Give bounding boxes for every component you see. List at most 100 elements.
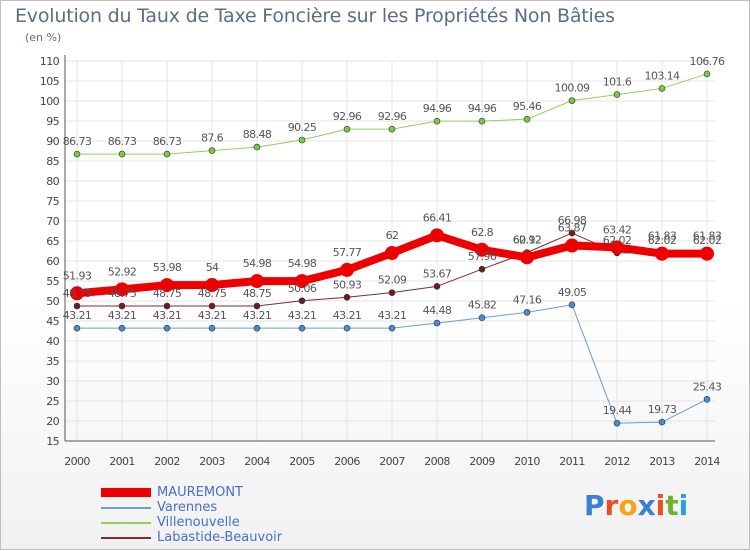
data-label-villenouvelle: 87.6	[201, 132, 224, 145]
data-point-mauremont	[520, 250, 534, 265]
data-point-labastide-beauvoir	[298, 297, 306, 305]
y-tick-label: 80	[46, 175, 59, 188]
data-label-mauremont: 63.42	[603, 223, 632, 236]
y-tick-label: 60	[46, 255, 59, 268]
data-label-mauremont: 54.98	[288, 257, 317, 270]
data-point-labastide-beauvoir	[478, 265, 486, 273]
data-label-villenouvelle: 106.76	[690, 55, 725, 68]
y-tick-label: 70	[46, 215, 59, 228]
data-point-varennes	[478, 314, 486, 322]
data-label-mauremont: 51.93	[63, 269, 92, 282]
data-point-mauremont	[115, 282, 129, 297]
data-label-villenouvelle: 92.96	[333, 110, 362, 123]
legend-label-labastide-beauvoir: Labastide-Beauvoir	[157, 530, 283, 545]
data-point-villenouvelle	[433, 117, 441, 125]
y-tick-label: 55	[46, 275, 59, 288]
data-label-villenouvelle: 103.14	[645, 69, 680, 82]
data-label-varennes: 25.43	[693, 380, 722, 393]
data-label-villenouvelle: 88.48	[243, 128, 272, 141]
logo-letter: x	[637, 489, 656, 522]
x-tick-label: 2011	[559, 455, 585, 468]
data-label-villenouvelle: 94.96	[423, 102, 452, 115]
data-label-labastide-beauvoir: 50.93	[333, 278, 362, 291]
y-tick-label: 75	[46, 195, 59, 208]
data-label-villenouvelle: 86.73	[63, 135, 92, 148]
logo-letter: t	[665, 489, 679, 522]
data-point-villenouvelle	[118, 150, 126, 158]
data-label-varennes: 43.21	[108, 309, 137, 322]
y-tick-label: 25	[46, 395, 59, 408]
data-point-villenouvelle	[703, 70, 711, 78]
data-label-mauremont: 61.83	[648, 230, 677, 243]
data-label-mauremont: 66.41	[423, 211, 452, 224]
x-tick-label: 2002	[154, 455, 180, 468]
x-tick-label: 2001	[109, 455, 135, 468]
y-tick-label: 105	[40, 75, 60, 88]
data-point-varennes	[703, 395, 711, 403]
data-point-labastide-beauvoir	[208, 302, 216, 310]
data-point-mauremont	[340, 262, 354, 277]
data-label-mauremont: 60.92	[513, 233, 542, 246]
data-label-labastide-beauvoir: 48.75	[243, 287, 272, 300]
data-label-mauremont: 62.8	[471, 226, 494, 239]
legend-swatch-varennes	[101, 507, 151, 509]
data-point-mauremont	[475, 242, 489, 257]
data-label-varennes: 43.21	[198, 309, 227, 322]
legend-swatch-villenouvelle	[101, 522, 151, 524]
data-label-varennes: 47.16	[513, 293, 542, 306]
data-point-mauremont	[700, 246, 714, 261]
legend-swatch-mauremont	[101, 488, 151, 497]
logo-letter: i	[655, 489, 666, 522]
y-tick-label: 65	[46, 235, 59, 248]
logo-letter: P	[584, 489, 605, 522]
legend-label-varennes: Varennes	[157, 500, 218, 515]
x-tick-label: 2007	[379, 455, 405, 468]
data-label-labastide-beauvoir: 48.75	[108, 287, 137, 300]
data-label-villenouvelle: 92.96	[378, 110, 407, 123]
logo-letter: o	[618, 489, 638, 522]
data-point-labastide-beauvoir	[343, 293, 351, 301]
chart-title: Evolution du Taux de Taxe Foncière sur l…	[15, 5, 615, 27]
data-label-mauremont: 57.77	[333, 246, 362, 259]
data-point-labastide-beauvoir	[163, 302, 171, 310]
x-tick-label: 2005	[289, 455, 315, 468]
y-tick-label: 45	[46, 315, 59, 328]
data-point-villenouvelle	[658, 85, 666, 92]
x-tick-label: 2009	[469, 455, 495, 468]
data-point-villenouvelle	[208, 147, 216, 154]
data-point-villenouvelle	[388, 125, 396, 133]
data-label-villenouvelle: 95.46	[513, 100, 542, 113]
data-label-varennes: 49.05	[558, 286, 587, 299]
data-point-mauremont	[295, 274, 309, 289]
data-label-mauremont: 62	[386, 229, 399, 242]
data-point-mauremont	[430, 228, 444, 243]
data-label-labastide-beauvoir: 48.75	[153, 287, 182, 300]
y-tick-label: 85	[46, 155, 59, 168]
y-tick-label: 30	[46, 375, 59, 388]
data-point-mauremont	[70, 286, 84, 301]
data-point-villenouvelle	[73, 150, 81, 158]
data-label-varennes: 43.21	[63, 309, 92, 322]
data-label-varennes: 43.21	[153, 309, 182, 322]
data-point-villenouvelle	[163, 150, 171, 158]
data-point-mauremont	[610, 240, 624, 255]
y-tick-label: 110	[40, 55, 60, 68]
data-label-villenouvelle: 100.09	[555, 82, 590, 95]
legend-label-mauremont: MAUREMONT	[157, 485, 243, 500]
data-label-varennes: 43.21	[288, 309, 317, 322]
data-label-varennes: 19.44	[603, 404, 632, 417]
data-point-villenouvelle	[523, 115, 531, 123]
data-point-varennes	[388, 324, 396, 332]
data-label-varennes: 44.48	[423, 304, 452, 317]
data-label-varennes: 43.21	[378, 309, 407, 322]
data-point-villenouvelle	[298, 136, 306, 144]
data-label-labastide-beauvoir: 62.02	[648, 234, 677, 247]
data-point-villenouvelle	[343, 125, 351, 133]
data-point-varennes	[208, 324, 216, 332]
data-label-mauremont: 54.98	[243, 257, 272, 270]
y-tick-label: 50	[46, 295, 59, 308]
data-point-mauremont	[160, 278, 174, 293]
x-tick-label: 2000	[64, 455, 90, 468]
logo-letter: r	[604, 489, 619, 522]
